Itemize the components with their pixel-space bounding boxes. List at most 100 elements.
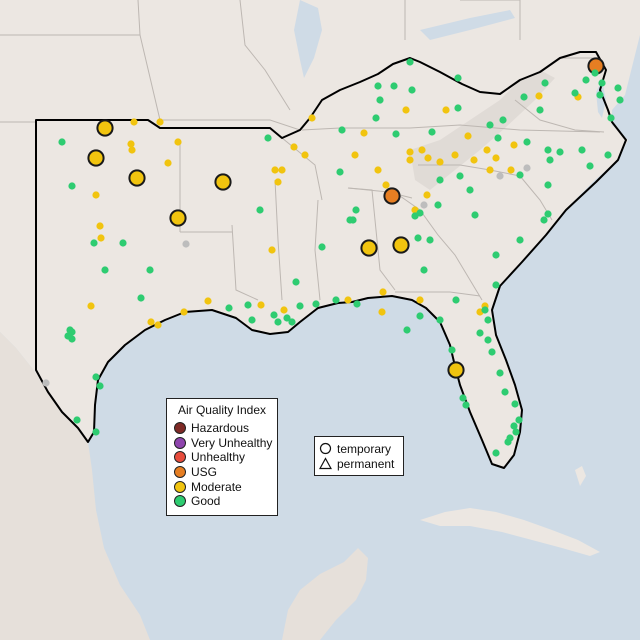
site-marker-good[interactable] (494, 134, 502, 142)
site-marker-good[interactable] (462, 401, 470, 409)
site-marker-good[interactable] (591, 69, 599, 77)
site-marker-no-data[interactable] (523, 164, 531, 172)
site-marker-good[interactable] (96, 382, 104, 390)
site-marker-moderate[interactable] (382, 181, 390, 189)
site-marker-moderate[interactable] (392, 236, 410, 254)
site-marker-good[interactable] (68, 335, 76, 343)
site-marker-no-data[interactable] (420, 201, 428, 209)
site-marker-moderate[interactable] (290, 143, 298, 151)
site-marker-moderate[interactable] (174, 138, 182, 146)
site-marker-good[interactable] (515, 416, 523, 424)
site-marker-good[interactable] (66, 326, 74, 334)
site-marker-moderate[interactable] (214, 173, 232, 191)
site-marker-moderate[interactable] (97, 234, 105, 242)
site-marker-moderate[interactable] (436, 158, 444, 166)
site-marker-good[interactable] (556, 148, 564, 156)
site-marker-good[interactable] (452, 296, 460, 304)
site-marker-moderate[interactable] (169, 209, 187, 227)
site-marker-good[interactable] (436, 176, 444, 184)
site-marker-moderate[interactable] (406, 148, 414, 156)
site-marker-moderate[interactable] (344, 296, 352, 304)
site-marker-good[interactable] (466, 186, 474, 194)
site-marker-moderate[interactable] (374, 166, 382, 174)
site-marker-moderate[interactable] (535, 92, 543, 100)
site-marker-good[interactable] (406, 58, 414, 66)
site-marker-good[interactable] (270, 311, 278, 319)
site-marker-good[interactable] (471, 211, 479, 219)
site-marker-moderate[interactable] (442, 106, 450, 114)
site-marker-moderate[interactable] (257, 301, 265, 309)
site-marker-good[interactable] (511, 400, 519, 408)
site-marker-good[interactable] (607, 114, 615, 122)
site-marker-moderate[interactable] (128, 146, 136, 154)
site-marker-good[interactable] (292, 278, 300, 286)
site-marker-good[interactable] (264, 134, 272, 142)
site-marker-moderate[interactable] (87, 149, 105, 167)
site-marker-moderate[interactable] (418, 146, 426, 154)
site-marker-good[interactable] (492, 251, 500, 259)
site-marker-good[interactable] (512, 428, 520, 436)
site-marker-good[interactable] (541, 79, 549, 87)
site-marker-good[interactable] (492, 281, 500, 289)
site-marker-good[interactable] (296, 302, 304, 310)
site-marker-good[interactable] (484, 316, 492, 324)
site-marker-good[interactable] (376, 96, 384, 104)
site-marker-good[interactable] (403, 326, 411, 334)
site-marker-moderate[interactable] (280, 306, 288, 314)
site-marker-good[interactable] (428, 128, 436, 136)
site-marker-good[interactable] (414, 234, 422, 242)
site-marker-good[interactable] (598, 79, 606, 87)
site-marker-good[interactable] (256, 206, 264, 214)
site-marker-good[interactable] (459, 394, 467, 402)
site-marker-good[interactable] (488, 348, 496, 356)
site-marker-good[interactable] (616, 96, 624, 104)
site-marker-moderate[interactable] (308, 114, 316, 122)
site-marker-good[interactable] (336, 168, 344, 176)
site-marker-good[interactable] (283, 314, 291, 322)
site-marker-good[interactable] (352, 206, 360, 214)
site-marker-moderate[interactable] (96, 222, 104, 230)
site-marker-moderate[interactable] (127, 140, 135, 148)
site-marker-good[interactable] (504, 438, 512, 446)
site-marker-good[interactable] (510, 422, 518, 430)
site-marker-good[interactable] (544, 210, 552, 218)
site-marker-good[interactable] (596, 91, 604, 99)
site-marker-good[interactable] (516, 171, 524, 179)
site-marker-moderate[interactable] (278, 166, 286, 174)
site-marker-good[interactable] (434, 201, 442, 209)
site-marker-no-data[interactable] (42, 379, 50, 387)
site-marker-moderate[interactable] (130, 118, 138, 126)
site-marker-moderate[interactable] (87, 302, 95, 310)
site-marker-good[interactable] (346, 216, 354, 224)
site-marker-good[interactable] (520, 93, 528, 101)
site-marker-moderate[interactable] (92, 191, 100, 199)
site-marker-good[interactable] (119, 239, 127, 247)
site-marker-good[interactable] (408, 86, 416, 94)
site-marker-good[interactable] (416, 312, 424, 320)
site-marker-good[interactable] (492, 449, 500, 457)
site-marker-moderate[interactable] (379, 288, 387, 296)
site-marker-good[interactable] (92, 373, 100, 381)
site-marker-good[interactable] (481, 306, 489, 314)
site-marker-good[interactable] (390, 82, 398, 90)
site-marker-good[interactable] (146, 266, 154, 274)
site-marker-good[interactable] (137, 294, 145, 302)
site-marker-moderate[interactable] (378, 308, 386, 316)
site-marker-moderate[interactable] (402, 106, 410, 114)
site-marker-good[interactable] (332, 296, 340, 304)
site-marker-moderate[interactable] (483, 146, 491, 154)
site-marker-good[interactable] (540, 216, 548, 224)
site-marker-good[interactable] (225, 304, 233, 312)
site-marker-good[interactable] (374, 82, 382, 90)
site-marker-good[interactable] (426, 236, 434, 244)
site-marker-good[interactable] (92, 428, 100, 436)
site-marker-good[interactable] (73, 416, 81, 424)
site-marker-moderate[interactable] (451, 151, 459, 159)
site-marker-good[interactable] (586, 162, 594, 170)
site-marker-moderate[interactable] (156, 118, 164, 126)
site-marker-good[interactable] (578, 146, 586, 154)
site-marker-good[interactable] (288, 318, 296, 326)
site-marker-moderate[interactable] (447, 361, 465, 379)
site-marker-moderate[interactable] (268, 246, 276, 254)
site-marker-good[interactable] (476, 329, 484, 337)
